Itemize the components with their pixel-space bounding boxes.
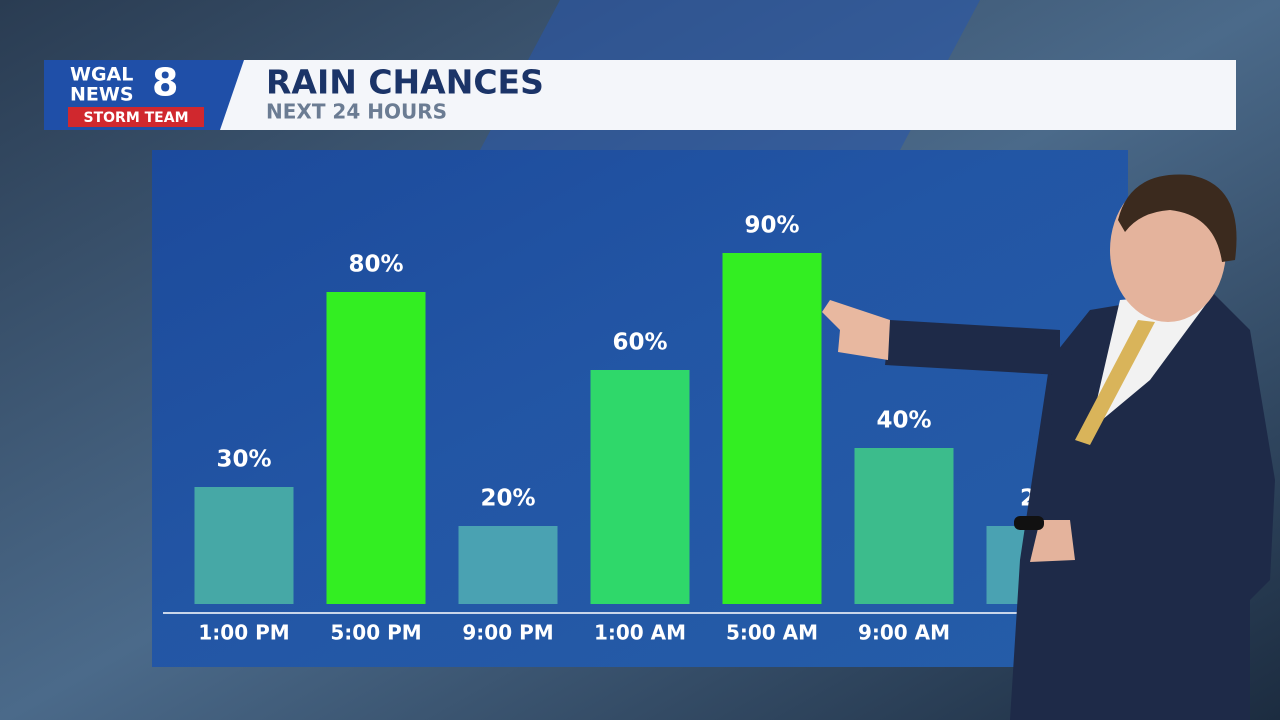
value-label: 90% bbox=[744, 213, 799, 239]
x-tick-label: 1:00 PM bbox=[198, 621, 289, 645]
presenter bbox=[822, 174, 1275, 720]
value-label: 20% bbox=[480, 486, 535, 512]
logo-banner bbox=[68, 107, 204, 127]
bar bbox=[854, 448, 954, 604]
bar bbox=[458, 526, 558, 604]
x-tick-label: 9:00 AM bbox=[858, 621, 950, 645]
presenter-left-hand bbox=[1030, 520, 1075, 562]
x-tick-label: 9:00 PM bbox=[462, 621, 553, 645]
bar bbox=[722, 253, 822, 604]
chart-subtitle: NEXT 24 HOURS bbox=[266, 100, 447, 124]
clicker bbox=[1014, 516, 1044, 530]
logo-text: WGAL bbox=[70, 64, 133, 86]
presenter-hand bbox=[822, 300, 890, 360]
bar bbox=[590, 370, 690, 604]
presenter-hair bbox=[1118, 174, 1237, 262]
x-tick-label: 5:00 PM bbox=[330, 621, 421, 645]
value-label: 60% bbox=[612, 330, 667, 356]
presenter-arm bbox=[885, 320, 1060, 375]
logo-text: NEWS bbox=[70, 84, 134, 106]
presenter-suit bbox=[1010, 290, 1275, 720]
logo-team: STORM TEAM bbox=[84, 110, 189, 126]
presenter-shirt bbox=[1090, 292, 1215, 430]
logo-number: 8 bbox=[152, 61, 178, 105]
value-label: 30% bbox=[216, 447, 271, 473]
bar bbox=[194, 487, 294, 604]
x-tick-label: 5:00 AM bbox=[726, 621, 818, 645]
value-label: 40% bbox=[876, 408, 931, 434]
chart-title: RAIN CHANCES bbox=[266, 63, 544, 102]
x-tick-label: 1:00 AM bbox=[594, 621, 686, 645]
header-bar bbox=[220, 60, 1236, 130]
presenter-tie bbox=[1075, 320, 1155, 445]
bar bbox=[326, 292, 426, 604]
value-label: 80% bbox=[348, 252, 403, 278]
